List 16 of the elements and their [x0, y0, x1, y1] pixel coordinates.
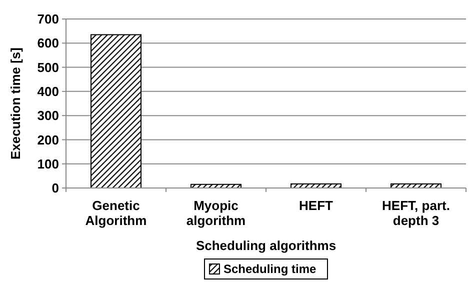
y-tick-label: 300 — [37, 108, 59, 124]
y-axis-title: Execution time [s] — [8, 48, 23, 160]
y-tick-label: 600 — [37, 36, 59, 51]
y-tick-label: 500 — [37, 60, 59, 75]
x-tick-label: HEFT — [299, 198, 334, 213]
x-tick-label: Myopic algorithm — [186, 198, 246, 228]
y-tick-label: 700 — [37, 12, 59, 27]
y-tick-label: 400 — [37, 84, 59, 99]
x-tick-label: HEFT, part. depth 3 — [382, 198, 450, 228]
y-tick-label: 0 — [52, 180, 59, 196]
y-tick-label: 100 — [37, 156, 59, 172]
y-tick-label: 200 — [37, 132, 59, 148]
x-axis-title: Scheduling algorithms — [196, 238, 336, 253]
bar — [90, 34, 142, 188]
legend-label: Scheduling time — [224, 262, 317, 276]
x-tick-label: Genetic Algorithm — [85, 198, 147, 228]
